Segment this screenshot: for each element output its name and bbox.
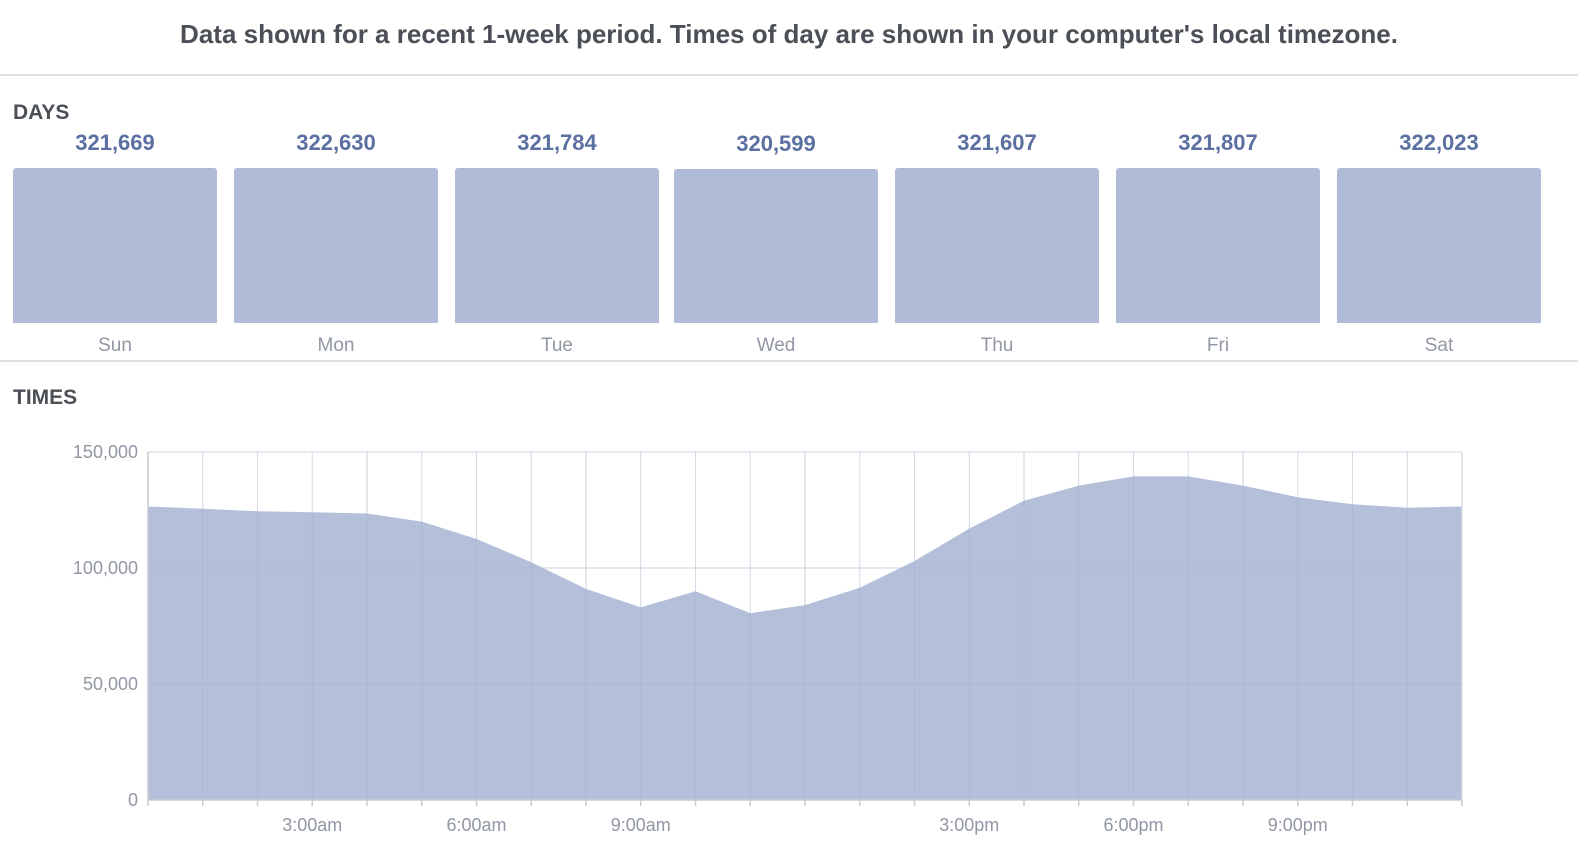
day-column-tue: 321,784 Tue (455, 128, 659, 360)
day-value-label: 322,023 (1399, 130, 1479, 155)
x-tick-label: 6:00pm (1103, 815, 1163, 835)
day-value-label: 321,669 (75, 130, 155, 155)
day-name-label: Sat (1424, 335, 1454, 356)
times-area-chart: 0 50,000 100,000 150,000 3:00am 6:00am 9:00am 3… (73, 442, 1463, 835)
day-name-label: Fri (1206, 335, 1230, 356)
x-tick-label: 6:00am (446, 815, 506, 835)
y-tick-label: 50,000 (83, 674, 138, 694)
notice-header: Data shown for a recent 1-week period. T… (0, 0, 1578, 76)
section-divider (0, 360, 1578, 362)
day-name-label: Sun (98, 335, 132, 356)
day-bar[interactable] (1337, 168, 1541, 323)
day-column-fri: 321,807 Fri (1116, 128, 1320, 360)
day-value-label: 321,807 (1178, 130, 1258, 155)
day-name-label: Wed (756, 335, 796, 356)
day-column-thu: 321,607 Thu (895, 128, 1099, 360)
y-tick-label: 100,000 (73, 558, 138, 578)
y-tick-label: 0 (128, 790, 138, 810)
times-area (148, 476, 1462, 800)
day-bar[interactable] (13, 168, 217, 323)
times-section-title: TIMES (13, 386, 78, 409)
day-column-sat: 322,023 Sat (1337, 128, 1541, 360)
day-bar[interactable] (1116, 168, 1320, 323)
day-bar[interactable] (895, 168, 1099, 323)
day-name-label: Mon (317, 335, 355, 356)
x-tick-label: 9:00am (611, 815, 671, 835)
day-column-mon: 322,630 Mon (234, 128, 438, 360)
day-bar[interactable] (674, 169, 878, 323)
x-tick-label: 3:00pm (939, 815, 999, 835)
x-tick-label: 3:00am (282, 815, 342, 835)
x-tick-label: 9:00pm (1268, 815, 1328, 835)
day-value-label: 322,630 (296, 130, 376, 155)
notice-text: Data shown for a recent 1-week period. T… (180, 18, 1398, 49)
day-name-label: Thu (980, 335, 1014, 356)
y-tick-label: 150,000 (73, 442, 138, 462)
day-bar[interactable] (234, 168, 438, 323)
day-bar[interactable] (455, 168, 659, 323)
day-value-label: 321,607 (957, 130, 1037, 155)
day-value-label: 321,784 (517, 130, 597, 155)
day-value-label: 320,599 (736, 131, 816, 156)
days-section-title: DAYS (13, 101, 70, 124)
day-column-wed: 320,599 Wed (674, 128, 878, 360)
day-name-label: Tue (540, 335, 574, 356)
day-column-sun: 321,669 Sun (13, 128, 217, 360)
